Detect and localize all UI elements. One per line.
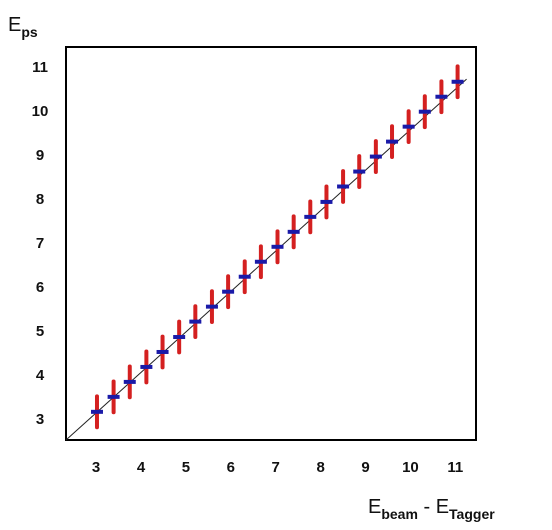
x-tick-label: 10 <box>402 459 419 476</box>
x-tick-label: 3 <box>92 459 100 476</box>
x-tick-label: 7 <box>272 459 280 476</box>
y-tick-label: 11 <box>32 59 48 76</box>
y-tick-label: 7 <box>36 235 44 252</box>
y-tick-label: 4 <box>36 367 45 384</box>
y-tick-label: 5 <box>36 323 44 340</box>
x-tick-label: 8 <box>316 459 324 476</box>
x-tick-label: 11 <box>447 459 463 476</box>
y-label-sub: ps <box>21 24 38 40</box>
y-tick-label: 9 <box>36 147 44 164</box>
x-label-sep: - <box>418 496 436 518</box>
y-label-main: E <box>8 14 21 36</box>
plot-frame <box>65 46 477 441</box>
y-tick-label: 6 <box>36 279 44 296</box>
y-tick-label: 8 <box>36 191 44 208</box>
x-label-sub: beam <box>381 506 418 522</box>
y-tick-label: 3 <box>36 411 44 428</box>
y-axis-label: Eps <box>8 14 38 39</box>
x-tick-label: 5 <box>182 459 190 476</box>
x-tick-label: 4 <box>137 459 146 476</box>
x-tick-label: 6 <box>227 459 235 476</box>
x-label-main: E <box>368 496 381 518</box>
y-tick-label: 10 <box>32 103 49 120</box>
x-axis-label: Ebeam - ETagger <box>368 496 495 521</box>
x-tick-label: 9 <box>361 459 369 476</box>
x-label-main: E <box>436 496 449 518</box>
x-label-sub: Tagger <box>449 506 495 522</box>
reference-line <box>65 78 467 441</box>
